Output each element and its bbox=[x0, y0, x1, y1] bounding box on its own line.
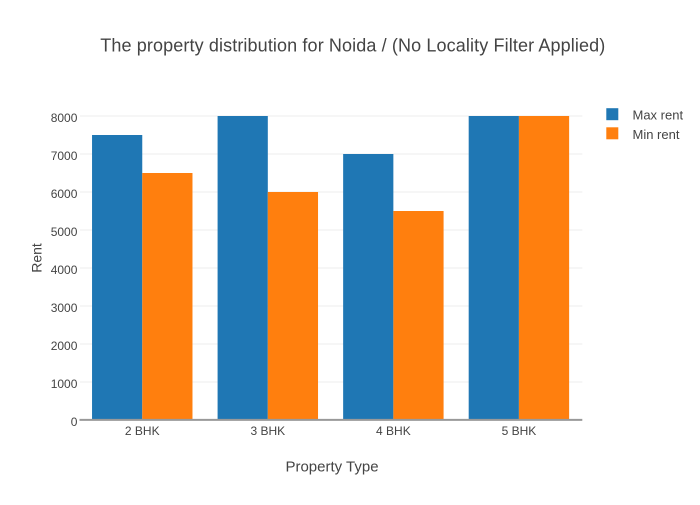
svg-text:The property distribution for: The property distribution for Noida / (N… bbox=[100, 35, 605, 55]
svg-text:0: 0 bbox=[71, 415, 78, 429]
svg-text:2 BHK: 2 BHK bbox=[125, 424, 160, 438]
svg-text:7000: 7000 bbox=[51, 149, 78, 163]
svg-text:3 BHK: 3 BHK bbox=[250, 424, 285, 438]
svg-text:Max rent: Max rent bbox=[633, 108, 684, 123]
svg-text:1000: 1000 bbox=[51, 377, 78, 391]
svg-text:4000: 4000 bbox=[51, 263, 78, 277]
svg-text:3000: 3000 bbox=[51, 301, 78, 315]
svg-text:8000: 8000 bbox=[51, 111, 78, 125]
svg-text:2000: 2000 bbox=[51, 339, 78, 353]
svg-text:Property Type: Property Type bbox=[285, 458, 378, 475]
svg-text:6000: 6000 bbox=[51, 187, 78, 201]
svg-text:5 BHK: 5 BHK bbox=[502, 424, 537, 438]
svg-text:4 BHK: 4 BHK bbox=[376, 424, 411, 438]
svg-text:Rent: Rent bbox=[29, 243, 45, 273]
svg-text:Min rent: Min rent bbox=[633, 127, 680, 142]
svg-text:5000: 5000 bbox=[51, 225, 78, 239]
